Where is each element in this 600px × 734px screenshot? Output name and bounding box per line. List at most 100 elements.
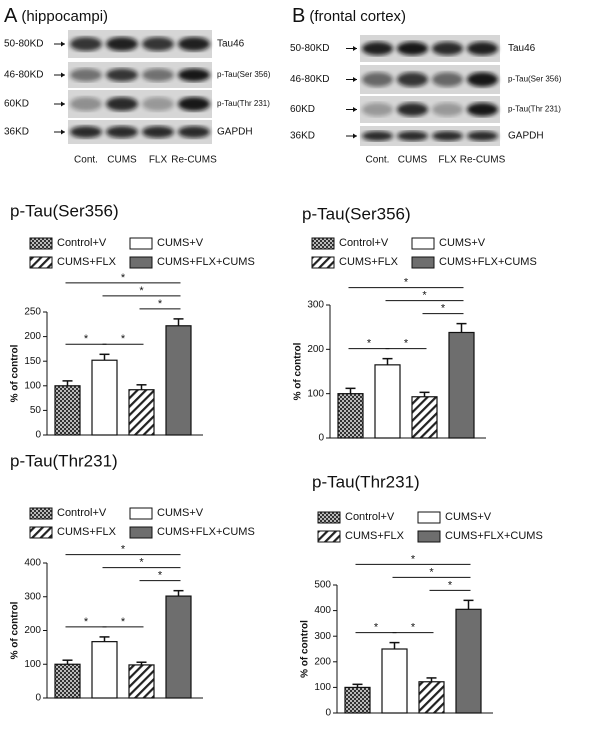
blot-band — [142, 97, 174, 111]
blot-band — [431, 72, 464, 87]
significance-label: * — [121, 272, 126, 284]
arrow-head — [353, 133, 357, 139]
bar — [381, 648, 408, 714]
y-tick-label: 100 — [314, 682, 331, 693]
y-tick-label: 300 — [307, 300, 324, 311]
blot-band — [106, 97, 138, 111]
significance-label: * — [411, 622, 416, 634]
blot-band — [396, 131, 429, 141]
legend-swatch — [311, 256, 335, 269]
y-tick-label: 200 — [307, 344, 324, 355]
significance-label: * — [121, 616, 126, 628]
blot-band — [106, 126, 138, 138]
blot-band — [106, 37, 138, 51]
y-axis-label: % of control — [10, 601, 21, 659]
y-tick-label: 150 — [24, 356, 41, 367]
bar — [128, 664, 155, 699]
y-tick-label: 0 — [325, 708, 331, 719]
legend-label: CUMS+FLX — [339, 256, 399, 268]
size-label: 46-80KD — [4, 70, 43, 81]
significance-label: * — [411, 553, 416, 565]
y-tick-label: 300 — [314, 631, 331, 642]
blot-band — [431, 102, 464, 117]
blot-band — [466, 102, 499, 117]
bar — [165, 325, 192, 436]
legend-swatch — [411, 237, 435, 250]
legend-label: CUMS+FLX — [57, 526, 117, 538]
lane-label: FLX — [149, 155, 168, 166]
y-tick-label: 300 — [24, 591, 41, 602]
y-tick-label: 0 — [35, 693, 41, 704]
legend-swatch — [129, 256, 153, 269]
blot-strip — [360, 126, 500, 146]
significance-label: * — [84, 333, 89, 345]
size-label: 36KD — [4, 127, 29, 138]
panel-label: A (hippocampi) — [4, 5, 108, 27]
significance-label: * — [429, 566, 434, 578]
bar — [337, 393, 364, 439]
size-label: 60KD — [290, 104, 315, 115]
legend-label: CUMS+V — [157, 507, 204, 519]
legend-label: CUMS+V — [157, 237, 204, 249]
blot-band — [178, 126, 210, 138]
bar — [455, 608, 482, 714]
legend-label: CUMS+FLX+CUMS — [445, 530, 543, 542]
lane-label: Cont. — [366, 155, 390, 166]
protein-label: p-Tau(Thr 231) — [217, 99, 270, 108]
significance-label: * — [448, 579, 453, 591]
bar — [374, 364, 401, 439]
blot-band — [178, 97, 210, 111]
y-tick-label: 200 — [24, 331, 41, 342]
legend-swatch — [29, 237, 53, 250]
y-tick-label: 0 — [35, 430, 41, 441]
y-tick-label: 400 — [24, 558, 41, 569]
significance-label: * — [422, 290, 427, 302]
significance-label: * — [121, 333, 126, 345]
legend-swatch — [317, 511, 341, 524]
chart-title: p-Tau(Ser356) — [302, 204, 411, 223]
legend-label: CUMS+V — [439, 237, 486, 249]
significance-label: * — [84, 616, 89, 628]
bar — [448, 331, 475, 439]
legend-swatch — [29, 507, 53, 520]
protein-label: p-Tau(Thr 231) — [508, 105, 561, 114]
y-tick-label: 100 — [24, 659, 41, 670]
lane-label: Re-CUMS — [460, 155, 506, 166]
y-tick-label: 250 — [24, 307, 41, 318]
blot-band — [142, 68, 174, 82]
chart-title: p-Tau(Thr231) — [312, 472, 420, 491]
arrow-head — [353, 46, 357, 51]
y-tick-label: 0 — [318, 433, 324, 444]
legend-label: CUMS+V — [445, 511, 492, 523]
significance-label: * — [404, 338, 409, 350]
legend-swatch — [29, 526, 53, 539]
legend-swatch — [311, 237, 335, 250]
y-tick-label: 200 — [24, 625, 41, 636]
bar — [128, 389, 155, 436]
blot-band — [70, 68, 102, 82]
blot-band — [396, 72, 429, 87]
legend-label: Control+V — [345, 511, 395, 523]
significance-label: * — [158, 298, 163, 310]
blot-band — [142, 126, 174, 138]
size-label: 36KD — [290, 131, 315, 142]
panel-letter: A — [4, 5, 18, 27]
blot-band — [361, 131, 394, 141]
lane-label: Re-CUMS — [171, 155, 217, 166]
blot-band — [178, 37, 210, 51]
lane-label: CUMS — [398, 155, 428, 166]
legend-label: Control+V — [339, 237, 389, 249]
blot-band — [431, 131, 464, 141]
size-label: 60KD — [4, 99, 29, 110]
arrow-head — [61, 129, 65, 135]
blot-band — [178, 68, 210, 82]
blot-band — [106, 68, 138, 82]
size-label: 50-80KD — [4, 39, 43, 50]
bar — [165, 595, 192, 699]
bar — [344, 686, 371, 714]
bar — [418, 681, 445, 714]
significance-label: * — [139, 557, 144, 569]
legend-swatch — [129, 507, 153, 520]
blot-band — [466, 41, 499, 56]
